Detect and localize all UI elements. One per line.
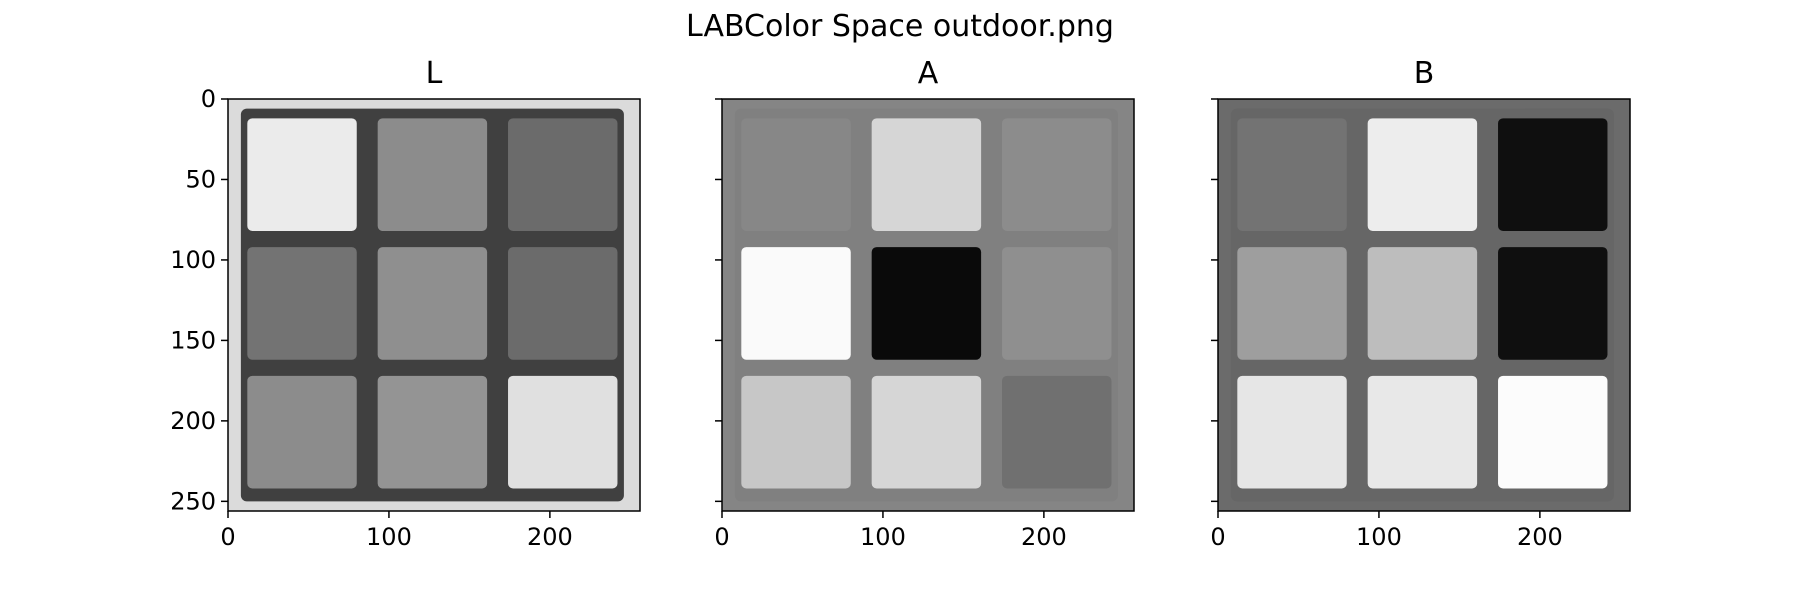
sticker-r1-c0 (1237, 247, 1347, 360)
sticker-r2-c0 (741, 375, 851, 489)
sticker-r2-c2 (1002, 375, 1112, 489)
sticker-r1-c0 (741, 247, 851, 360)
sticker-r0-c1 (1367, 118, 1478, 231)
axes-frame (721, 98, 1135, 512)
x-tick-label: 100 (860, 523, 906, 551)
x-tick-label: 0 (714, 523, 729, 551)
sticker-r0-c2 (1002, 118, 1112, 231)
y-tick-label: 100 (170, 246, 216, 274)
panel-l: L 0 100 200 0 50 100 150 200 250 (170, 56, 641, 551)
x-tick-label: 0 (220, 523, 235, 551)
sticker-r1-c1 (1367, 247, 1478, 360)
panel-title: L (426, 56, 443, 91)
sticker-r1-c0 (247, 247, 357, 360)
axes-frame (1217, 98, 1631, 512)
sticker-r2-c1 (1367, 375, 1478, 489)
panel-title: B (1414, 56, 1435, 91)
x-tick-label: 200 (527, 523, 573, 551)
panels: L 0 100 200 0 50 100 150 200 250 A 0 100 200 B 0 100 200 (170, 56, 1631, 551)
sticker-r0-c0 (1237, 118, 1347, 231)
y-tick-label: 200 (170, 407, 216, 435)
panel-b: B 0 100 200 (1210, 56, 1631, 551)
sticker-r2-c1 (871, 375, 982, 489)
y-tick-label: 50 (185, 165, 216, 193)
sticker-r2-c0 (247, 375, 357, 489)
sticker-r0-c1 (871, 118, 982, 231)
sticker-r1-c1 (871, 247, 982, 360)
y-tick-label: 150 (170, 326, 216, 354)
sticker-r2-c2 (508, 375, 618, 489)
y-tick-label: 0 (201, 85, 216, 113)
x-tick-label: 100 (366, 523, 412, 551)
sticker-r2-c0 (1237, 375, 1347, 489)
sticker-r1-c1 (377, 247, 488, 360)
panel-title: A (918, 56, 939, 91)
sticker-r1-c2 (1498, 247, 1608, 360)
sticker-r0-c1 (377, 118, 488, 231)
x-tick-label: 200 (1517, 523, 1563, 551)
sticker-r1-c2 (1002, 247, 1112, 360)
axes-frame (227, 98, 641, 512)
sticker-r1-c2 (508, 247, 618, 360)
x-tick-label: 100 (1356, 523, 1402, 551)
panel-a: A 0 100 200 (714, 56, 1135, 551)
sticker-r0-c0 (741, 118, 851, 231)
x-tick-label: 200 (1021, 523, 1067, 551)
sticker-r0-c2 (1498, 118, 1608, 231)
figure-title: LABColor Space outdoor.png (686, 9, 1114, 44)
x-tick-label: 0 (1210, 523, 1225, 551)
sticker-r2-c1 (377, 375, 488, 489)
sticker-r2-c2 (1498, 375, 1608, 489)
sticker-r0-c2 (508, 118, 618, 231)
y-tick-label: 250 (170, 487, 216, 515)
sticker-r0-c0 (247, 118, 357, 231)
